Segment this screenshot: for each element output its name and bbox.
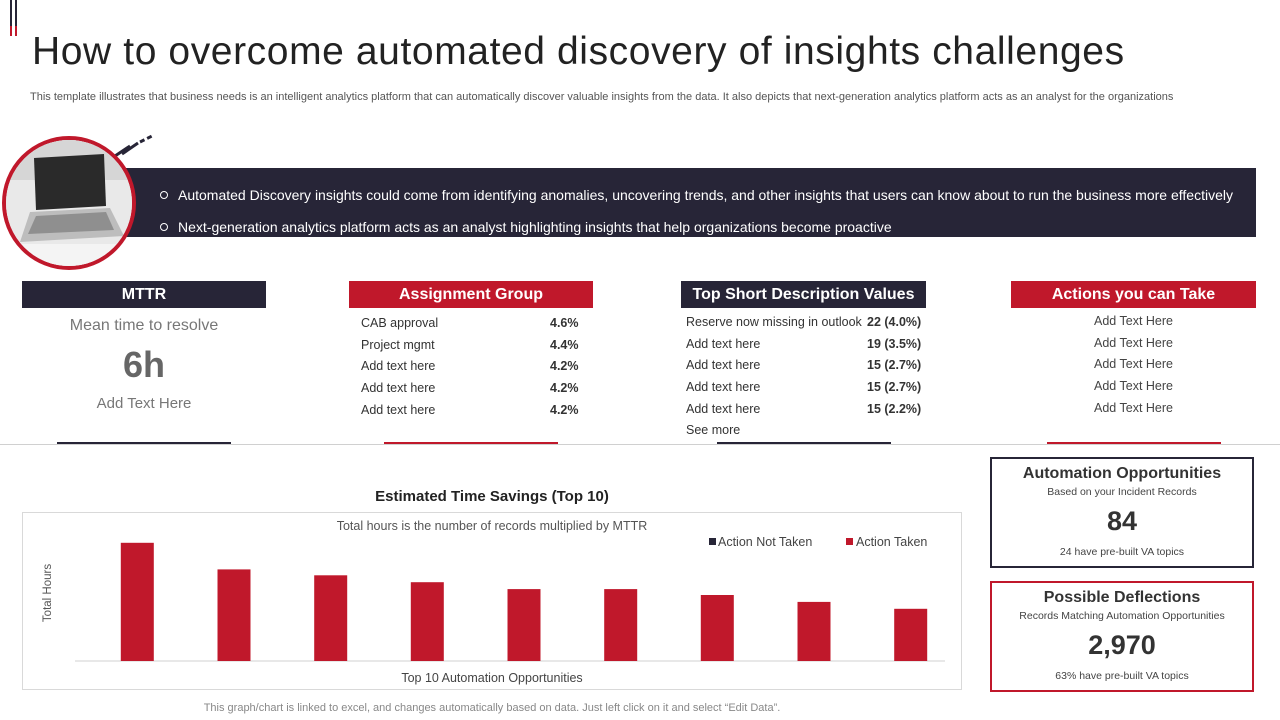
list-item: Add text here 15 (2.2%) [686,401,922,416]
insight-banner: Automated Discovery insights could come … [120,168,1256,237]
list-item: Add Text Here [1094,379,1173,394]
assignment-group-list: CAB approval 4.6% Project mgmt 4.4% Add te… [361,316,593,424]
list-item: Add text here 19 (3.5%) [686,336,922,351]
mttr-heading: MTTR [22,281,266,308]
list-item: Project mgmt 4.4% [361,337,579,352]
list-item: Add Text Here [1094,400,1173,415]
list-item: Reserve now missing in outlook 22 (4.0%) [686,315,922,329]
chart-title: Estimated Time Savings (Top 10) [375,488,609,505]
laptop-icon [6,140,132,266]
bar-action-taken-4 [410,582,444,661]
possible-deflections-subtitle: Records Matching Automation Opportunitie… [1019,610,1225,622]
list-item: Add Text Here [1094,335,1173,350]
possible-deflections-card: Possible Deflections Records Matching Au… [990,581,1254,692]
section-divider [0,444,1280,445]
page-subtitle: This template illustrates that business … [30,91,1174,103]
bar-series [120,542,928,661]
bar-action-taken-3 [314,575,348,661]
legend-label-action-taken: Action Taken [856,535,927,549]
chart-footnote: This graph/chart is linked to excel, and… [203,702,781,714]
bullet-circle-icon [160,191,168,199]
mttr-value: 6h [122,344,165,385]
x-axis-label: Top 10 Automation Opportunities [401,671,582,685]
legend-label-action-not-taken: Action Not Taken [718,535,812,549]
actions-underline [1047,442,1221,444]
list-item: Add text here 15 (2.7%) [686,380,922,395]
banner-bullet: Automated Discovery insights could come … [160,179,1233,211]
assignment-group-heading: Assignment Group [349,281,593,308]
bar-action-taken-9 [894,608,928,661]
bullet-circle-icon [160,223,168,231]
bar-action-taken-2 [217,569,251,661]
bar-action-taken-8 [797,601,831,661]
legend-swatch-action-taken [846,538,853,545]
description-underline [717,442,891,444]
automation-opportunities-footer: 24 have pre-built VA topics [1059,546,1185,558]
chart-area[interactable]: Total hours is the number of records mul… [22,512,962,690]
list-item: Add text here 4.2% [361,402,579,417]
chart-legend: Action Not Taken Action Taken [709,535,927,549]
chart-subtitle: Total hours is the number of records mul… [337,519,648,533]
laptop-photo [2,136,136,270]
banner-bullet: Next-generation analytics platform acts … [160,211,1233,243]
page-title: How to overcome automated discovery of i… [32,30,1125,73]
possible-deflections-value: 2,970 [1088,630,1156,660]
y-axis-label: Total Hours [42,564,54,622]
list-item: Add text here 4.2% [361,359,579,374]
automation-opportunities-card: Automation Opportunities Based on your I… [990,457,1254,568]
mttr-subtitle: Mean time to resolve [69,317,219,334]
top-short-description-list: Reserve now missing in outlook 22 (4.0%) … [686,315,926,445]
list-item: Add text here 4.2% [361,381,579,396]
bar-action-taken-1 [120,542,154,661]
bar-action-taken-5 [507,589,541,661]
actions-heading: Actions you can Take [1011,281,1256,308]
possible-deflections-title: Possible Deflections [1043,589,1201,606]
legend-swatch-action-not-taken [709,538,716,545]
list-item: Add Text Here [1094,357,1173,372]
assignment-underline [384,442,558,444]
actions-list: Add Text Here Add Text Here Add Text Her… [1011,314,1256,422]
possible-deflections-footer: 63% have pre-built VA topics [1055,670,1189,682]
automation-opportunities-value: 84 [1106,506,1138,536]
top-short-description-heading: Top Short Description Values [681,281,926,308]
automation-opportunities-subtitle: Based on your Incident Records [1047,486,1197,498]
automation-opportunities-title: Automation Opportunities [1022,465,1222,482]
list-item: CAB approval 4.6% [361,316,579,330]
accent-lines [10,0,20,36]
mttr-footer: Add Text Here [96,395,192,412]
see-more-link[interactable]: See more [686,423,741,438]
bar-chart: Total hours is the number of records mul… [42,519,945,685]
bar-action-taken-7 [700,595,734,661]
bar-action-taken-6 [604,589,638,661]
mttr-underline [57,442,231,444]
list-item: Add text here 15 (2.7%) [686,358,922,373]
list-item: Add Text Here [1094,314,1173,328]
